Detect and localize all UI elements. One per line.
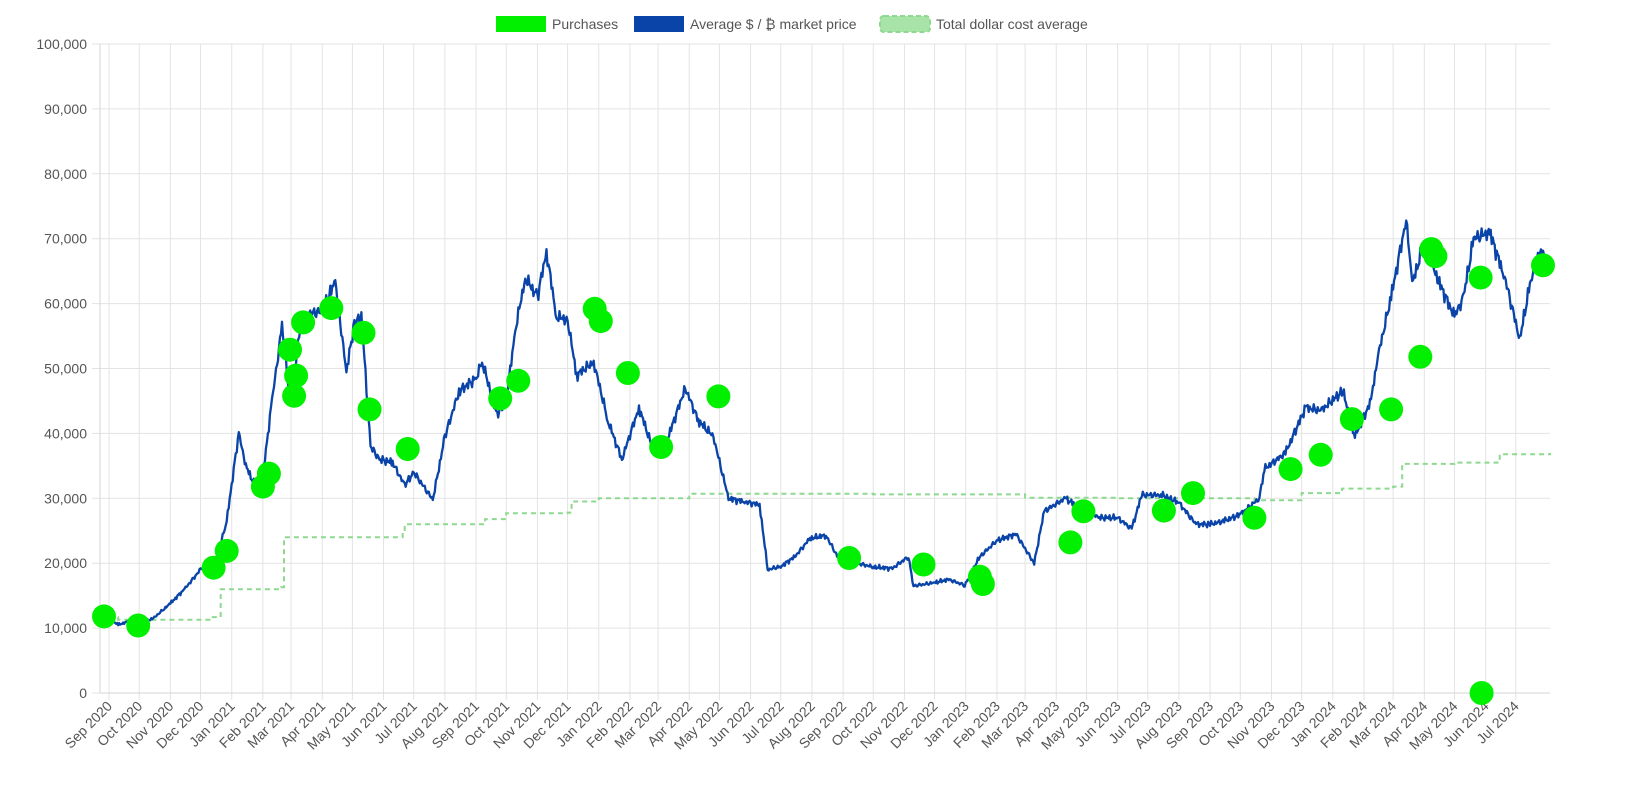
purchase-point	[1468, 265, 1493, 290]
purchase-point	[256, 461, 281, 486]
y-tick-label: 20,000	[44, 555, 87, 571]
purchase-point	[357, 397, 382, 422]
y-axis: 0 10,000 20,000 30,000 40,000 50,000 60,000 70,…	[36, 36, 87, 701]
purchase-point	[291, 310, 316, 335]
purchase-point	[506, 368, 531, 393]
purchase-point	[284, 363, 309, 388]
y-tick-label: 60,000	[44, 296, 87, 312]
purchase-point	[1181, 481, 1205, 506]
purchase-point	[706, 384, 731, 409]
y-tick-label: 100,000	[36, 36, 87, 52]
purchase-point	[1423, 244, 1448, 269]
y-tick-label: 50,000	[44, 361, 87, 377]
legend-swatch-market-price	[634, 16, 684, 32]
legend-label: Average $ / ₿ market price	[690, 16, 857, 32]
purchase-point	[1058, 530, 1083, 555]
y-tick-label: 80,000	[44, 166, 87, 182]
purchase-points	[92, 237, 1555, 705]
legend: Purchases Average $ / ₿ market price Total…	[496, 15, 1088, 33]
purchase-point	[837, 546, 862, 570]
purchase-point	[214, 538, 239, 563]
purchase-point	[649, 435, 674, 459]
y-tick-label: 70,000	[44, 231, 87, 247]
y-tick-label: 10,000	[44, 620, 87, 636]
grid	[92, 43, 1550, 700]
purchase-point	[1308, 442, 1333, 467]
purchase-point	[488, 386, 513, 411]
legend-label: Total dollar cost average	[936, 16, 1088, 32]
purchase-point	[351, 320, 376, 345]
purchase-point	[1151, 498, 1176, 523]
y-tick-label: 90,000	[44, 101, 87, 117]
purchase-point	[1339, 407, 1364, 432]
purchase-point	[1408, 344, 1433, 369]
purchase-point	[319, 296, 344, 321]
purchase-point	[1278, 457, 1303, 482]
purchase-point	[126, 613, 151, 638]
purchase-point	[1242, 505, 1267, 530]
average-market-price-line	[99, 219, 1552, 627]
y-tick-label: 0	[79, 685, 87, 701]
purchase-point	[395, 437, 420, 461]
legend-swatch-purchases	[496, 16, 546, 32]
purchase-point	[278, 337, 302, 362]
purchase-point	[201, 555, 226, 580]
y-tick-label: 30,000	[44, 490, 87, 506]
legend-label: Purchases	[552, 16, 618, 32]
purchase-point	[1071, 499, 1096, 524]
purchase-point	[1531, 253, 1555, 278]
total-dollar-cost-average-line	[100, 452, 1551, 621]
y-tick-label: 40,000	[44, 425, 87, 441]
purchase-point	[1469, 681, 1494, 705]
purchase-point	[92, 604, 116, 629]
purchase-point	[1379, 397, 1404, 422]
purchase-point	[615, 361, 640, 385]
purchase-point	[911, 552, 936, 577]
purchase-point	[970, 572, 995, 596]
series-layer	[99, 219, 1552, 627]
purchase-point	[588, 309, 613, 334]
purchase-point	[282, 383, 307, 408]
legend-swatch-cost-average	[879, 15, 931, 33]
